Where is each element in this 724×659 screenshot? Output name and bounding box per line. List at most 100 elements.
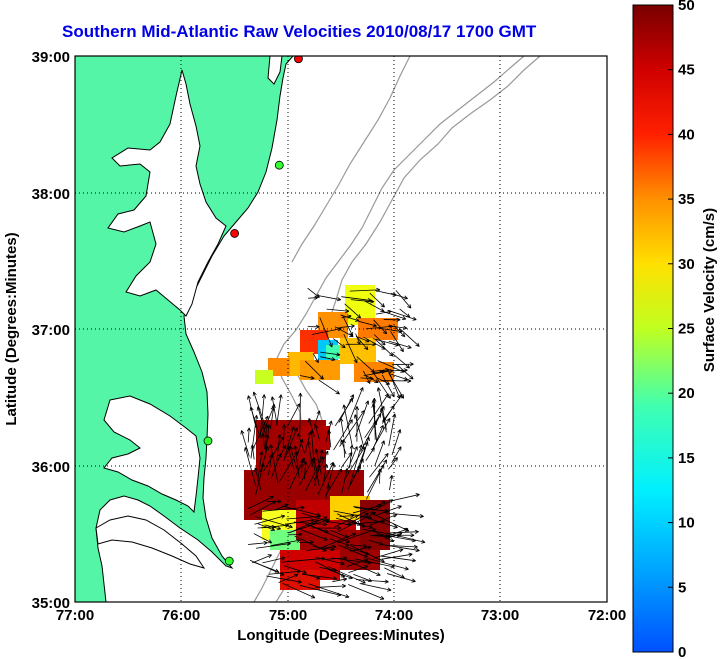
velocity-arrow xyxy=(372,369,386,374)
velocity-arrow xyxy=(349,543,367,549)
velocity-arrow xyxy=(373,548,404,559)
velocity-arrow xyxy=(320,356,336,362)
velocity-arrow xyxy=(348,512,369,525)
velocity-arrow xyxy=(371,403,378,442)
velocity-arrow xyxy=(268,569,301,575)
velocity-arrow xyxy=(296,527,328,541)
velocity-arrow xyxy=(249,500,277,516)
velocity-arrow xyxy=(276,394,283,426)
station-marker xyxy=(203,436,213,446)
velocity-arrow xyxy=(294,535,327,552)
velocity-arrow xyxy=(329,538,350,547)
colorbar-tick-label: 35 xyxy=(678,191,695,208)
y-axis: 39:00 38:00 37:00 36:00 35:00 Latitude (… xyxy=(3,49,70,612)
velocity-arrow xyxy=(344,545,370,556)
velocity-arrow xyxy=(255,462,265,496)
velocity-arrow xyxy=(387,457,398,470)
velocity-arrow xyxy=(317,461,334,496)
velocity-arrow xyxy=(384,544,418,549)
velocity-arrow xyxy=(348,584,385,600)
velocity-arrow xyxy=(340,314,360,322)
velocity-arrow xyxy=(299,375,315,380)
velocity-arrow xyxy=(372,530,395,543)
velocity-arrow xyxy=(279,451,298,482)
velocity-arrow xyxy=(369,453,389,478)
delaware-bay xyxy=(267,56,283,85)
velocity-arrow xyxy=(355,333,361,345)
y-tick-label: 38:00 xyxy=(32,186,70,203)
velocity-arrow xyxy=(376,387,387,427)
velocity-arrow xyxy=(283,426,295,459)
velocity-arrow xyxy=(261,433,266,450)
pamlico-sound xyxy=(103,395,201,514)
velocity-arrow xyxy=(319,317,333,348)
velocity-arrow xyxy=(290,519,319,533)
velocity-arrow xyxy=(262,505,305,512)
colorbar: 0 5 10 15 20 25 30 35 40 45 50 Surface Velocity (c… xyxy=(632,0,718,659)
colorbar-tick-label: 10 xyxy=(678,515,695,532)
velocity-arrow xyxy=(289,445,299,474)
velocity-arrow xyxy=(282,582,316,599)
velocity-arrow xyxy=(363,369,394,376)
grid-lines xyxy=(75,56,607,602)
velocity-arrow xyxy=(307,295,319,300)
colorbar-ticks: 0 5 10 15 20 25 30 35 40 45 50 xyxy=(668,0,695,659)
velocity-arrow xyxy=(380,544,420,553)
station-marker xyxy=(230,229,240,238)
x-tick-label: 72:00 xyxy=(588,607,626,624)
velocity-arrow xyxy=(341,468,349,494)
velocity-arrow xyxy=(270,538,301,547)
colorbar-label: Surface Velocity (cm/s) xyxy=(701,208,718,372)
velocity-arrow xyxy=(262,556,286,564)
velocity-arrow xyxy=(388,340,412,349)
x-axis-label: Longitude (Degrees:Minutes) xyxy=(237,627,445,644)
velocity-arrow xyxy=(248,540,268,546)
velocity-arrow xyxy=(340,452,353,468)
velocity-arrow xyxy=(395,290,412,309)
velocity-arrow xyxy=(325,484,331,500)
velocity-arrow xyxy=(252,391,267,429)
velocity-arrow xyxy=(343,334,358,364)
velocity-arrow xyxy=(388,309,417,321)
velocity-arrow xyxy=(389,474,394,491)
velocity-arrow xyxy=(318,379,340,395)
velocity-arrow xyxy=(284,518,315,525)
velocity-arrow xyxy=(259,394,267,437)
velocity-arrow xyxy=(369,292,385,308)
colorbar-tick-label: 40 xyxy=(678,126,695,143)
velocity-arrow xyxy=(326,308,350,314)
velocity-arrow xyxy=(282,424,287,449)
colorbar-tick-label: 50 xyxy=(678,0,695,14)
velocity-arrow xyxy=(375,290,397,297)
station-marker xyxy=(224,556,234,566)
velocity-arrow xyxy=(269,444,279,484)
y-tick-label: 39:00 xyxy=(32,49,70,66)
x-tick-label: 73:00 xyxy=(481,607,519,624)
velocity-arrow xyxy=(320,351,341,357)
velocity-arrow xyxy=(371,424,384,453)
velocity-arrow xyxy=(378,552,413,561)
velocity-arrow xyxy=(354,441,369,477)
velocity-arrow xyxy=(314,448,322,475)
velocity-arrow xyxy=(377,468,383,484)
x-axis: 77:00 76:00 75:00 74:00 73:00 72:00 Long… xyxy=(56,607,626,644)
velocity-arrow xyxy=(308,583,350,599)
x-tick-label: 77:00 xyxy=(56,607,94,624)
stations xyxy=(203,56,303,566)
velocity-arrow xyxy=(380,555,416,563)
station-marker xyxy=(294,56,303,64)
velocity-arrow xyxy=(257,523,276,531)
velocity-arrow xyxy=(373,319,388,335)
velocity-arrow xyxy=(276,434,282,462)
velocity-arrow xyxy=(355,335,369,351)
velocity-arrow xyxy=(283,565,307,574)
bathymetry-contour-3 xyxy=(291,56,411,263)
velocity-arrow xyxy=(355,579,389,584)
velocity-arrow xyxy=(287,532,303,537)
velocity-arrow xyxy=(368,393,389,424)
station-marker xyxy=(274,160,284,170)
velocity-arrow xyxy=(392,353,411,369)
velocity-arrow xyxy=(247,495,274,510)
velocity-arrow xyxy=(299,458,314,486)
velocity-arrow xyxy=(345,342,377,347)
